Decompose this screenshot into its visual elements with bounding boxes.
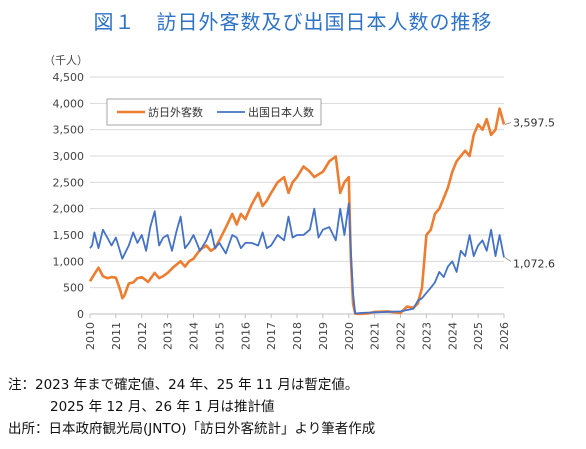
x-tick-label: 2011 <box>110 322 123 350</box>
y-tick-label: 3,000 <box>53 150 85 163</box>
end-value-label: 3,597.5 <box>513 117 555 130</box>
notes: 注：2023 年まで確定値、24 年、25 年 11 月は暫定値。 2025 年… <box>8 374 375 440</box>
y-tick-label: 3,500 <box>53 124 85 137</box>
note-line-2: 2025 年 12 月、26 年 1 月は推計値 <box>50 399 275 415</box>
x-tick-label: 2016 <box>239 322 252 350</box>
y-tick-label: 2,000 <box>53 203 85 216</box>
x-tick-label: 2020 <box>343 322 356 350</box>
x-tick-label: 2012 <box>136 322 149 350</box>
series-line-departures <box>89 202 505 315</box>
source-line: 出所：日本政府観光局(JNTO)「訪日外客統計」より筆者作成 <box>8 421 376 437</box>
x-tick-label: 2025 <box>472 322 485 350</box>
end-label-leader <box>504 122 512 125</box>
axes: （千人） 0 500 1,000 1,500 2,000 2,500 3,000 3,500 4,… <box>44 54 511 350</box>
series-lines <box>88 107 506 316</box>
x-tick-label: 2023 <box>420 322 433 350</box>
y-unit-label: （千人） <box>44 54 88 67</box>
end-labels: 3,597.5 1,072.6 <box>504 117 555 271</box>
legend: 訪日外客数 出国日本人数 <box>106 98 322 126</box>
x-tick-label: 2021 <box>369 322 382 350</box>
x-tick-label: 2024 <box>446 322 459 350</box>
page-title: 図１ 訪日外客数及び出国日本人数の推移 <box>93 10 493 34</box>
x-tick-label: 2013 <box>162 322 175 350</box>
series-line-visitors <box>88 107 506 316</box>
x-tick-label: 2019 <box>317 322 330 350</box>
legend-label: 訪日外客数 <box>148 105 203 119</box>
y-tick-label: 1,500 <box>53 229 85 242</box>
end-label-leader <box>504 257 512 262</box>
x-tick-label: 2010 <box>84 322 97 350</box>
y-tick-label: 0 <box>77 308 84 321</box>
y-tick-label: 500 <box>63 282 84 295</box>
legend-label: 出国日本人数 <box>248 105 314 119</box>
x-tick-label: 2026 <box>498 322 511 350</box>
x-tick-label: 2014 <box>188 322 201 350</box>
x-tick-label: 2018 <box>291 322 304 350</box>
line-chart: （千人） 0 500 1,000 1,500 2,000 2,500 3,000 3,500 4,… <box>44 54 555 350</box>
x-tick-label: 2015 <box>213 322 226 350</box>
y-tick-label: 2,500 <box>53 176 85 189</box>
y-tick-label: 4,500 <box>53 71 85 84</box>
note-line-1: 注：2023 年まで確定値、24 年、25 年 11 月は暫定値。 <box>8 377 359 393</box>
x-tick-label: 2022 <box>395 322 408 350</box>
x-tick-label: 2017 <box>265 322 278 350</box>
y-tick-label: 4,000 <box>53 97 85 110</box>
end-value-label: 1,072.6 <box>513 258 555 271</box>
y-tick-label: 1,000 <box>53 255 85 268</box>
